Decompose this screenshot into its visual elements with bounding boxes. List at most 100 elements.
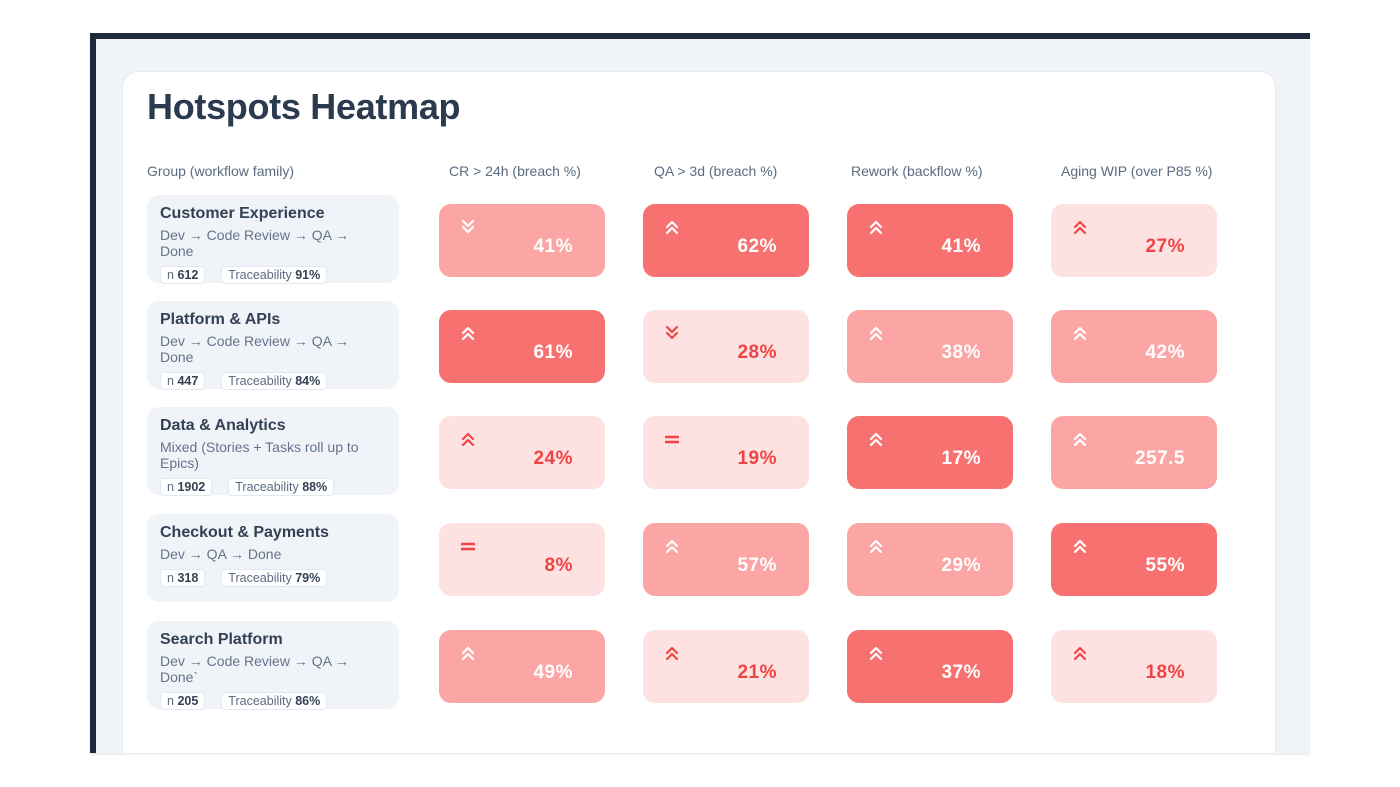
sample-size-value: 447 <box>177 374 199 388</box>
double-chevron-up-icon <box>1071 644 1089 662</box>
cell-value: 8% <box>544 555 573 576</box>
sample-size-label: n <box>167 374 174 388</box>
heatmap-cell[interactable]: 38% <box>847 310 1013 383</box>
cell-value: 257.5 <box>1134 448 1185 469</box>
group-card: Search Platform Dev → Code Review → QA →… <box>147 621 399 710</box>
double-chevron-up-icon <box>1071 537 1089 555</box>
cell-value: 61% <box>533 342 573 363</box>
group-card: Data & Analytics Mixed (Stories + Tasks … <box>147 407 399 496</box>
cell-value: 24% <box>533 448 573 469</box>
sample-size-label: n <box>167 694 174 708</box>
cell-value: 42% <box>1145 342 1185 363</box>
double-chevron-up-icon <box>663 537 681 555</box>
double-chevron-up-icon <box>867 324 885 342</box>
heatmap-cell[interactable]: 62% <box>643 204 809 277</box>
traceability-label: Traceability <box>228 571 292 585</box>
double-chevron-up-icon <box>1071 430 1089 448</box>
equals-icon <box>459 537 477 555</box>
cell-value: 19% <box>737 448 777 469</box>
heatmap-cell[interactable]: 24% <box>439 416 605 489</box>
sample-size-badge: n 612 <box>160 266 206 284</box>
heatmap-cell[interactable]: 19% <box>643 416 809 489</box>
double-chevron-up-icon <box>867 430 885 448</box>
cell-value: 57% <box>737 555 777 576</box>
column-header-rework: Rework (backflow %) <box>851 163 983 179</box>
heatmap-cell[interactable]: 21% <box>643 630 809 703</box>
sample-size-value: 1902 <box>177 480 206 494</box>
group-card: Checkout & Payments Dev → QA → Done n 31… <box>147 514 399 602</box>
double-chevron-up-icon <box>867 218 885 236</box>
traceability-badge: Traceability 88% <box>228 478 335 496</box>
double-chevron-up-icon <box>663 644 681 662</box>
cell-value: 62% <box>737 236 777 257</box>
double-chevron-up-icon <box>663 218 681 236</box>
heatmap-cell[interactable]: 28% <box>643 310 809 383</box>
group-card: Platform & APIs Dev → Code Review → QA →… <box>147 301 399 390</box>
heatmap-cell[interactable]: 8% <box>439 523 605 596</box>
group-workflow: Mixed (Stories + Tasks roll up to Epics) <box>160 439 359 471</box>
heatmap-cell[interactable]: 17% <box>847 416 1013 489</box>
sample-size-badge: n 1902 <box>160 478 213 496</box>
heatmap-cell[interactable]: 57% <box>643 523 809 596</box>
double-chevron-up-icon <box>867 644 885 662</box>
cell-value: 37% <box>941 662 981 683</box>
cell-value: 29% <box>941 555 981 576</box>
traceability-badge: Traceability 91% <box>221 266 328 284</box>
column-header-qa: QA > 3d (breach %) <box>654 163 778 179</box>
heatmap-card: Hotspots Heatmap Group (workflow family)… <box>122 71 1276 753</box>
heatmap-cell[interactable]: 29% <box>847 523 1013 596</box>
sample-size-label: n <box>167 480 174 494</box>
double-chevron-up-icon <box>1071 218 1089 236</box>
traceability-label: Traceability <box>235 480 299 494</box>
sample-size-label: n <box>167 268 174 282</box>
group-name: Search Platform <box>160 631 283 648</box>
cell-value: 49% <box>533 662 573 683</box>
cell-value: 55% <box>1145 555 1185 576</box>
heatmap-cell[interactable]: 41% <box>439 204 605 277</box>
cell-value: 27% <box>1145 236 1185 257</box>
heatmap-cell[interactable]: 42% <box>1051 310 1217 383</box>
traceability-value: 88% <box>302 480 328 494</box>
cell-value: 41% <box>533 236 573 257</box>
heatmap-cell[interactable]: 27% <box>1051 204 1217 277</box>
traceability-label: Traceability <box>228 374 292 388</box>
traceability-value: 79% <box>295 571 321 585</box>
group-workflow: Dev → Code Review → QA → Done <box>160 333 350 365</box>
double-chevron-up-icon <box>459 324 477 342</box>
column-header-group: Group (workflow family) <box>147 163 295 179</box>
heatmap-cell[interactable]: 61% <box>439 310 605 383</box>
heatmap-cell[interactable]: 55% <box>1051 523 1217 596</box>
sample-size-badge: n 318 <box>160 569 206 587</box>
heatmap-cell[interactable]: 257.5 <box>1051 416 1217 489</box>
group-workflow: Dev → Code Review → QA → Done` <box>160 653 350 685</box>
double-chevron-up-icon <box>1071 324 1089 342</box>
page-title: Hotspots Heatmap <box>147 86 461 127</box>
traceability-value: 86% <box>295 694 321 708</box>
heatmap-cell[interactable]: 41% <box>847 204 1013 277</box>
group-name: Checkout & Payments <box>160 524 329 541</box>
double-chevron-down-icon <box>663 324 681 342</box>
traceability-value: 91% <box>295 268 321 282</box>
double-chevron-up-icon <box>459 644 477 662</box>
traceability-badge: Traceability 79% <box>221 569 328 587</box>
heatmap-cell[interactable]: 18% <box>1051 630 1217 703</box>
cell-value: 21% <box>737 662 777 683</box>
double-chevron-down-icon <box>459 218 477 236</box>
sample-size-value: 205 <box>177 694 199 708</box>
double-chevron-up-icon <box>867 537 885 555</box>
cell-value: 41% <box>941 236 981 257</box>
group-name: Data & Analytics <box>160 417 286 434</box>
traceability-label: Traceability <box>228 694 292 708</box>
app-frame: Hotspots Heatmap Group (workflow family)… <box>90 33 1310 753</box>
cell-value: 28% <box>737 342 777 363</box>
group-name: Customer Experience <box>160 205 325 222</box>
heatmap-cell[interactable]: 37% <box>847 630 1013 703</box>
traceability-label: Traceability <box>228 268 292 282</box>
group-name: Platform & APIs <box>160 311 281 328</box>
heatmap-cell[interactable]: 49% <box>439 630 605 703</box>
cell-value: 38% <box>941 342 981 363</box>
column-header-cr: CR > 24h (breach %) <box>449 163 581 179</box>
column-header-aging: Aging WIP (over P85 %) <box>1061 163 1213 179</box>
traceability-badge: Traceability 84% <box>221 372 328 390</box>
